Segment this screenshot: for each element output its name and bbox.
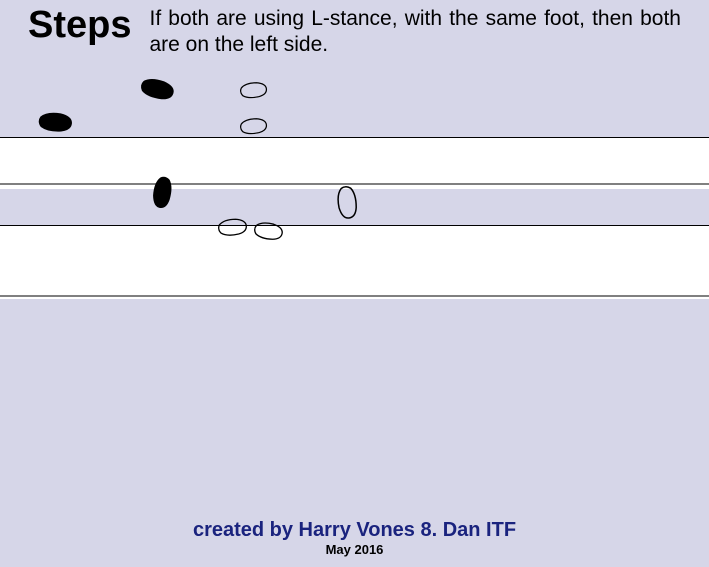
panel-top-line [0, 225, 709, 226]
footprint-icon [138, 74, 178, 105]
footprint-icon [334, 185, 361, 222]
footprint-icon [239, 81, 268, 99]
footprint-icon [37, 110, 75, 133]
diagram-panel [0, 137, 709, 189]
footprint-icon [217, 217, 248, 238]
page-description: If both are using L-stance, with the sam… [149, 6, 681, 59]
footprint-icon [239, 117, 268, 135]
panel-top-line [0, 137, 709, 138]
credit-line: created by Harry Vones 8. Dan ITF [0, 519, 709, 542]
diagram-panel [0, 225, 709, 299]
panel-mid-line [0, 295, 709, 297]
footer: created by Harry Vones 8. Dan ITF May 20… [0, 519, 709, 557]
footprint-icon [148, 174, 176, 211]
page-title: Steps [28, 6, 131, 46]
credit-date: May 2016 [0, 542, 709, 557]
